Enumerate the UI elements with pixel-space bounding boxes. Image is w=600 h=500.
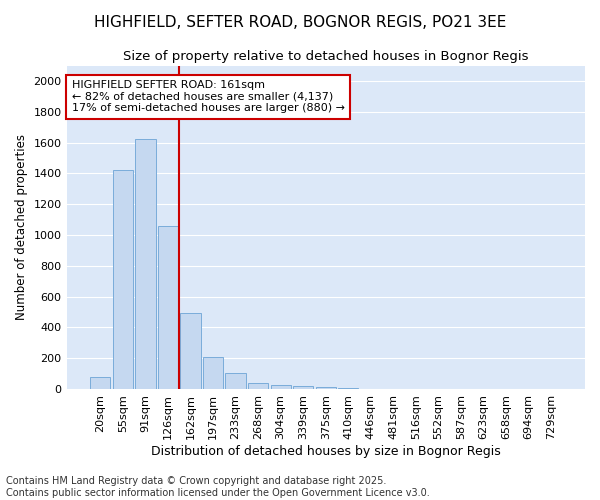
Text: HIGHFIELD, SEFTER ROAD, BOGNOR REGIS, PO21 3EE: HIGHFIELD, SEFTER ROAD, BOGNOR REGIS, PO… bbox=[94, 15, 506, 30]
Bar bbox=[113, 170, 133, 389]
Text: HIGHFIELD SEFTER ROAD: 161sqm
← 82% of detached houses are smaller (4,137)
17% o: HIGHFIELD SEFTER ROAD: 161sqm ← 82% of d… bbox=[72, 80, 345, 114]
Bar bbox=[293, 386, 313, 389]
Bar bbox=[203, 358, 223, 389]
Y-axis label: Number of detached properties: Number of detached properties bbox=[15, 134, 28, 320]
Title: Size of property relative to detached houses in Bognor Regis: Size of property relative to detached ho… bbox=[123, 50, 529, 63]
Text: Contains HM Land Registry data © Crown copyright and database right 2025.
Contai: Contains HM Land Registry data © Crown c… bbox=[6, 476, 430, 498]
Bar bbox=[181, 314, 200, 389]
Bar bbox=[226, 373, 246, 389]
Bar bbox=[316, 388, 336, 389]
Bar bbox=[135, 140, 155, 389]
Bar bbox=[248, 383, 268, 389]
Bar bbox=[158, 226, 178, 389]
Bar bbox=[338, 388, 358, 389]
Bar bbox=[271, 385, 291, 389]
Bar bbox=[90, 376, 110, 389]
X-axis label: Distribution of detached houses by size in Bognor Regis: Distribution of detached houses by size … bbox=[151, 444, 500, 458]
